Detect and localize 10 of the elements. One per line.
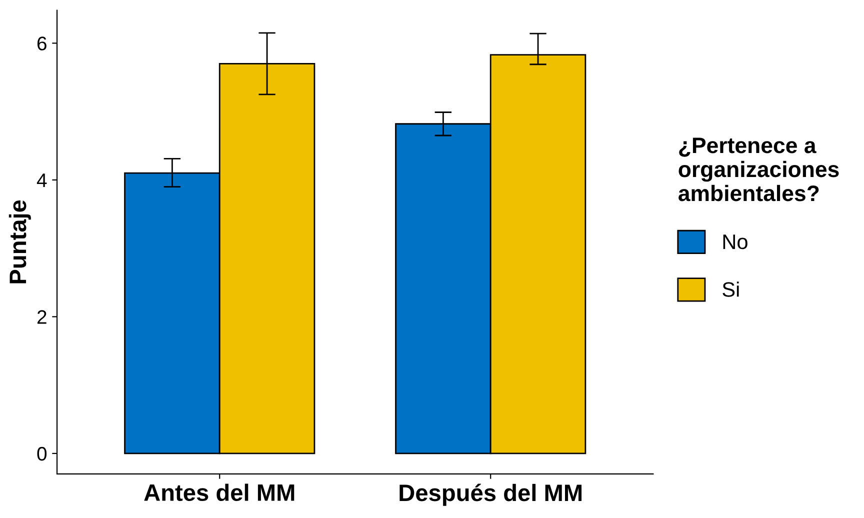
x-tick-label: Antes del MM [144, 484, 294, 502]
legend-label: Si [722, 282, 739, 297]
y-tick-label: 6 [37, 36, 46, 50]
y-axis-title: Puntaje [8, 200, 31, 284]
legend-title: ¿Pertenece a organizaciones ambientales? [678, 138, 839, 202]
y-tick-label: 2 [37, 310, 46, 324]
x-tick-label: Después del MM [400, 484, 582, 506]
y-tick-label: 4 [36, 174, 47, 187]
legend-label: No [723, 234, 748, 250]
y-tick-label: 0 [37, 446, 47, 461]
